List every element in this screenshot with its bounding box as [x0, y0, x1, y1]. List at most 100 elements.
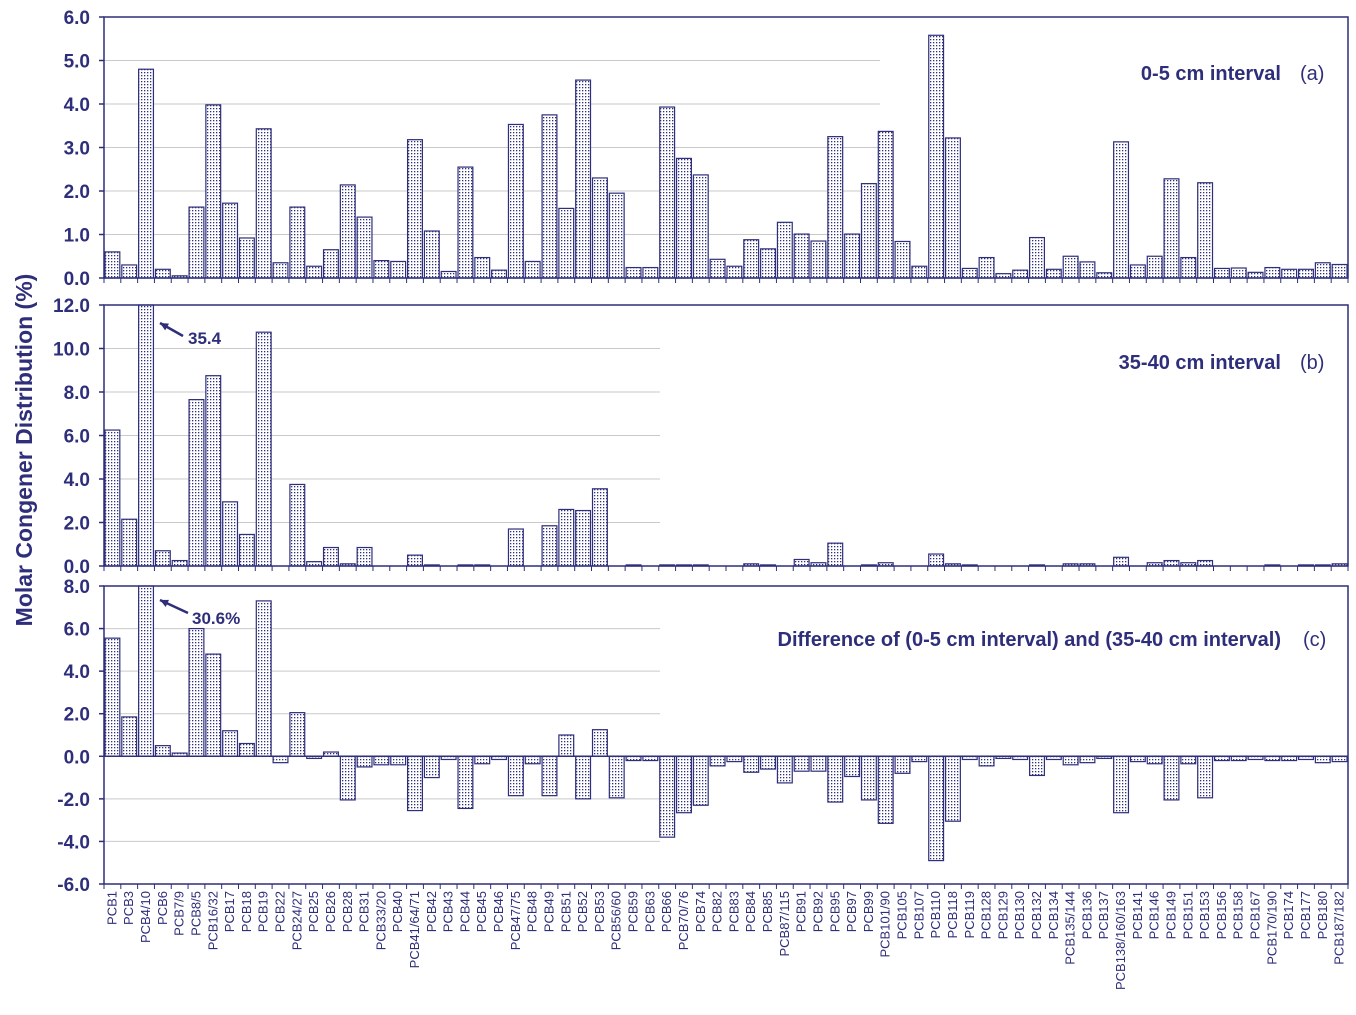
y-tick-label: 6.0	[64, 620, 90, 641]
category-label: PCB47/75	[508, 891, 523, 950]
y-tick-label: 1.0	[64, 226, 90, 247]
bar-pcb51	[558, 734, 575, 757]
bar-pcb83	[726, 755, 743, 763]
bar-pcb22	[272, 262, 289, 279]
category-label: PCB130	[1012, 891, 1027, 939]
bar-pcb110	[928, 553, 945, 567]
bar-pcb110	[928, 34, 945, 279]
category-label: PCB84	[743, 891, 758, 932]
panel-title: 35-40 cm interval	[1119, 352, 1281, 374]
bar-pcb24-27	[289, 712, 306, 757]
y-tick-label: 0.0	[64, 747, 90, 768]
category-label: PCB19	[256, 891, 271, 932]
bar-pcb136	[1079, 755, 1096, 764]
bar-pcb1	[104, 429, 121, 567]
bar-pcb156	[1213, 267, 1230, 279]
bar-pcb153	[1197, 559, 1214, 567]
category-label: PCB51	[558, 891, 573, 932]
bar-pcb24-27	[289, 206, 306, 279]
category-label: PCB70/76	[676, 891, 691, 950]
bar-pcb99	[860, 183, 877, 279]
bar-pcb1	[104, 637, 121, 757]
bar-pcb91	[793, 755, 810, 772]
panel-tag: (c)	[1303, 629, 1326, 651]
category-label: PCB118	[945, 891, 960, 938]
bar-pcb84	[743, 755, 760, 773]
bar-pcb53	[591, 488, 608, 567]
bar-pcb59	[625, 266, 642, 279]
category-label: PCB46	[491, 891, 506, 932]
bar-pcb56-60	[608, 192, 625, 279]
bar-pcb8-5	[188, 627, 205, 757]
category-label: PCB82	[710, 891, 725, 932]
arrowhead-icon	[160, 599, 169, 607]
category-label: PCB146	[1147, 891, 1162, 939]
bar-pcb136	[1079, 261, 1096, 279]
bar-pcb107	[911, 265, 928, 279]
annotation-label: 30.6%	[192, 609, 240, 628]
bar-pcb105	[894, 240, 911, 279]
bar-pcb151	[1180, 256, 1197, 279]
bar-pcb26	[322, 249, 339, 279]
bar-pcb180	[1314, 755, 1331, 764]
panel-b: 0.0 2.0 4.0 6.0 8.0 10.0 12.0 35-40 cm interval…	[53, 296, 1349, 578]
bar-pcb180	[1314, 262, 1331, 279]
category-label: PCB99	[861, 891, 876, 932]
bar-pcb6	[154, 745, 171, 757]
bar-pcb19	[255, 128, 272, 279]
category-label: PCB1	[104, 891, 119, 925]
bar-pcb46	[491, 269, 508, 279]
bar-pcb43	[440, 270, 457, 279]
bar-pcb92	[810, 240, 827, 279]
category-label: PCB91	[794, 891, 809, 932]
bar-pcb22	[272, 755, 289, 764]
bar-pcb41-64-71	[406, 554, 423, 567]
category-label: PCB87/115	[777, 891, 792, 957]
category-label: PCB110	[928, 891, 943, 938]
category-label: PCB45	[474, 891, 489, 932]
bar-pcb146	[1146, 255, 1163, 279]
bar-pcb42	[423, 755, 440, 779]
bar-pcb48	[524, 260, 541, 279]
bar-pcb19	[255, 331, 272, 567]
category-label: PCB16/32	[205, 891, 220, 950]
y-tick-label: 6.0	[64, 8, 90, 29]
category-label: PCB56/60	[609, 891, 624, 950]
bar-pcb45	[474, 256, 491, 279]
bar-pcb74	[692, 174, 709, 279]
category-label: PCB187/182	[1332, 891, 1347, 965]
bar-pcb119	[961, 267, 978, 279]
category-label: PCB137	[1096, 891, 1111, 939]
bar-pcb97	[844, 233, 861, 279]
category-label: PCB66	[659, 891, 674, 932]
panel-tag: (a)	[1300, 63, 1324, 85]
panel-c: -6.0 -4.0 -2.0 0.0 2.0 4.0 6.0 8.0 Difference of…	[57, 577, 1349, 896]
bar-pcb66	[659, 755, 676, 838]
bar-pcb153	[1197, 755, 1214, 799]
category-label: PCB132	[1029, 891, 1044, 939]
category-label: PCB141	[1130, 891, 1145, 939]
bar-pcb28	[339, 755, 356, 801]
bar-pcb107	[911, 755, 928, 763]
category-label: PCB119	[962, 891, 977, 938]
bar-pcb97	[844, 755, 861, 778]
bar-pcb6	[154, 268, 171, 279]
bar-pcb49	[541, 114, 558, 279]
arrowhead-icon	[160, 323, 169, 331]
category-label: PCB42	[424, 891, 439, 932]
bar-pcb82	[709, 755, 726, 767]
bar-pcb17	[222, 202, 239, 279]
bar-pcb42	[423, 230, 440, 279]
bar-pcb52	[575, 755, 592, 800]
bar-pcb187-182	[1331, 755, 1348, 763]
category-label: PCB63	[642, 891, 657, 932]
bar-pcb18	[238, 533, 255, 567]
category-label: PCB8/5	[188, 891, 203, 936]
bar-pcb187-182	[1331, 263, 1348, 279]
bar-pcb25	[306, 265, 323, 279]
bar-pcb132	[1028, 755, 1045, 777]
y-tick-label: 2.0	[64, 182, 90, 203]
bar-pcb53	[591, 177, 608, 279]
bar-pcb18	[238, 742, 255, 757]
bar-pcb24-27	[289, 483, 306, 567]
